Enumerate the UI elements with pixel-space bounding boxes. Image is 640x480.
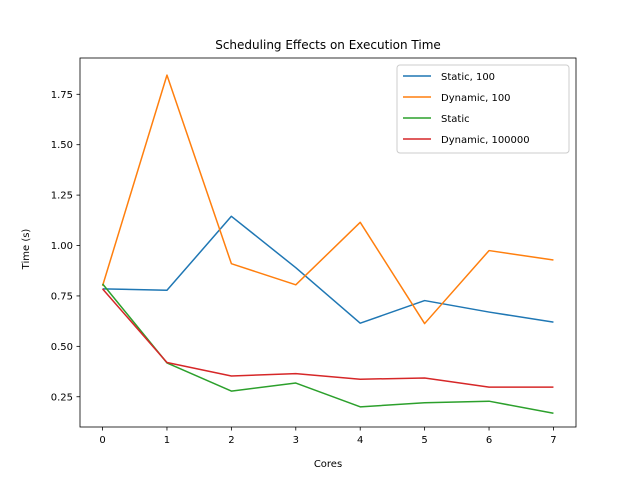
- x-axis-label: Cores: [314, 459, 342, 470]
- y-axis: 0.25 0.50 0.75 1.00 1.25 1.50 1.75: [51, 90, 80, 403]
- y-tick-label: 1.50: [51, 140, 73, 151]
- y-tick-label: 0.50: [51, 342, 73, 353]
- y-tick-label: 0.25: [51, 392, 73, 403]
- series-line-1: [102, 215, 554, 324]
- x-tick-label: 1: [164, 435, 170, 446]
- legend-label-3: Static: [441, 114, 470, 125]
- y-tick-label: 1.00: [51, 241, 73, 252]
- chart-title: Scheduling Effects on Execution Time: [215, 38, 441, 52]
- x-tick-label: 6: [486, 435, 492, 446]
- y-axis-label: Time (s): [21, 229, 32, 271]
- legend-label-4: Dynamic, 100000: [441, 135, 530, 146]
- x-tick-label: 3: [293, 435, 299, 446]
- series-line-4: [101, 288, 554, 388]
- series-line-2: [101, 74, 554, 325]
- legend: Static, 100 Dynamic, 100 Static Dynamic, 10…: [396, 64, 570, 154]
- plot-frame: [79, 57, 577, 428]
- y-tick-label: 1.25: [51, 191, 73, 202]
- x-tick-label: 7: [550, 435, 556, 446]
- legend-label-2: Dynamic, 100: [441, 93, 511, 104]
- x-tick-label: 0: [99, 435, 105, 446]
- x-tick-label: 5: [421, 435, 427, 446]
- x-tick-label: 4: [357, 435, 363, 446]
- plot-area: [79, 57, 577, 428]
- series-line-3: [101, 283, 554, 415]
- x-tick-label: 2: [228, 435, 234, 446]
- legend-box: [396, 64, 570, 154]
- y-tick-label: 1.75: [51, 90, 73, 101]
- x-axis: 0 1 2 3 4 5 6 7: [99, 427, 557, 446]
- legend-label-1: Static, 100: [441, 72, 495, 83]
- y-tick-label: 0.75: [51, 291, 73, 302]
